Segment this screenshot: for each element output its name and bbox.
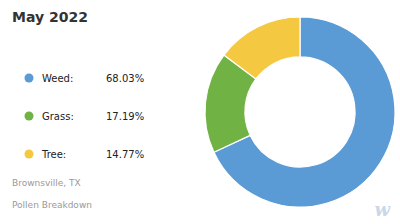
legend-swatch	[25, 150, 34, 159]
slice	[224, 17, 300, 79]
legend-entry: Weed: 68.03%	[25, 73, 145, 84]
footer: Brownsville, TX	[12, 178, 81, 188]
legend-label: Tree:	[41, 149, 66, 160]
slices	[205, 17, 395, 207]
legend-value: 68.03%	[106, 73, 144, 84]
legend-label: Grass:	[42, 111, 74, 122]
legend: Weed: 68.03% Grass: 17.19% Tree: 14.77%	[25, 73, 145, 160]
chart: May 2022 Weed: 68.03% Grass: 17.19% Tree: 14.7…	[0, 0, 400, 224]
legend-swatch	[25, 74, 34, 83]
legend-entry: Tree: 14.77%	[25, 149, 145, 160]
legend-label: Weed:	[42, 73, 73, 84]
legend-swatch	[25, 112, 34, 121]
watermark: w	[375, 199, 392, 220]
legend-value: 17.19%	[106, 111, 144, 122]
legend-entry: Grass: 17.19%	[25, 111, 145, 122]
footer: Pollen Breakdown	[12, 200, 92, 210]
title: May 2022	[12, 9, 88, 25]
legend-value: 14.77%	[106, 149, 144, 160]
